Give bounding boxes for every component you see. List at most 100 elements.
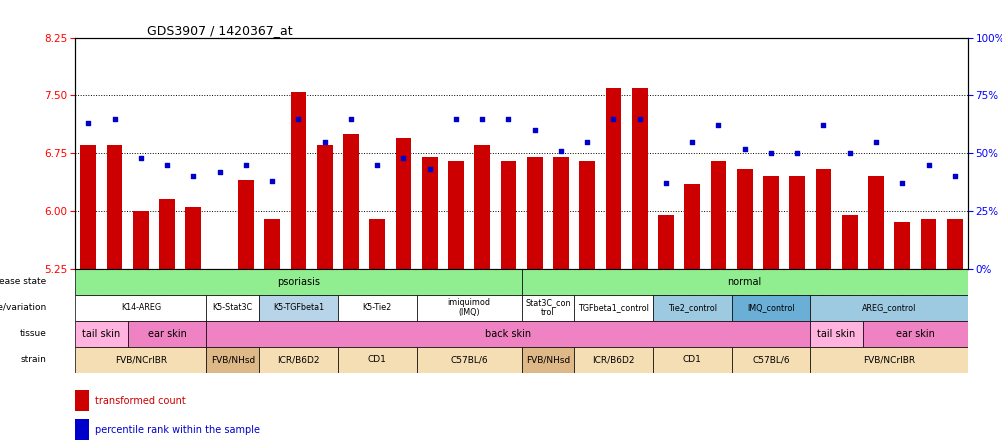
Point	[841, 150, 857, 157]
Bar	[552, 157, 568, 269]
Bar	[657, 215, 673, 269]
Point	[894, 180, 910, 187]
Point	[132, 154, 148, 161]
Bar	[683, 184, 699, 269]
Bar	[75, 321, 127, 347]
Text: ear skin: ear skin	[895, 329, 934, 339]
Bar	[264, 218, 280, 269]
Bar	[573, 295, 652, 321]
Bar	[416, 347, 521, 373]
Text: tail skin: tail skin	[817, 329, 855, 339]
Text: CD1: CD1	[682, 355, 701, 365]
Bar	[521, 295, 573, 321]
Bar	[133, 211, 148, 269]
Bar	[521, 269, 967, 295]
Bar	[75, 269, 521, 295]
Bar	[422, 157, 437, 269]
Bar	[338, 295, 416, 321]
Bar	[736, 169, 752, 269]
Point	[552, 147, 568, 155]
Bar	[80, 146, 96, 269]
Point	[395, 154, 411, 161]
Bar	[75, 295, 206, 321]
Bar	[106, 146, 122, 269]
Text: Tie2_control: Tie2_control	[667, 303, 716, 312]
Text: K5-Tie2: K5-Tie2	[362, 303, 392, 312]
Text: FVB/NHsd: FVB/NHsd	[210, 355, 255, 365]
Bar	[789, 176, 805, 269]
Point	[709, 122, 725, 129]
Text: normal: normal	[726, 277, 762, 287]
Bar	[237, 180, 254, 269]
Text: back skin: back skin	[485, 329, 531, 339]
Bar	[810, 321, 862, 347]
Bar	[573, 347, 652, 373]
Bar	[317, 146, 333, 269]
Text: disease state: disease state	[0, 277, 46, 286]
Text: C57BL/6: C57BL/6	[752, 355, 789, 365]
Bar	[652, 347, 730, 373]
Bar	[159, 199, 174, 269]
Text: K5-TGFbeta1: K5-TGFbeta1	[273, 303, 324, 312]
Bar	[631, 88, 647, 269]
Bar	[338, 347, 416, 373]
Point	[291, 115, 307, 122]
Text: genotype/variation: genotype/variation	[0, 303, 46, 312]
Bar	[369, 218, 385, 269]
Bar	[500, 161, 516, 269]
Bar	[920, 218, 936, 269]
Point	[343, 115, 359, 122]
Text: ICR/B6D2: ICR/B6D2	[277, 355, 320, 365]
Text: FVB/NCrIBR: FVB/NCrIBR	[114, 355, 166, 365]
Bar	[730, 295, 810, 321]
Bar	[810, 295, 967, 321]
Point	[369, 161, 385, 168]
Point	[526, 127, 542, 134]
Point	[631, 115, 647, 122]
Text: GDS3907 / 1420367_at: GDS3907 / 1420367_at	[146, 24, 292, 36]
Point	[237, 161, 254, 168]
Bar	[416, 295, 521, 321]
Point	[264, 177, 280, 184]
Text: strain: strain	[20, 355, 46, 365]
Text: K14-AREG: K14-AREG	[120, 303, 160, 312]
Text: imiquimod
(IMQ): imiquimod (IMQ)	[447, 298, 490, 317]
Point	[763, 150, 779, 157]
Point	[789, 150, 805, 157]
Text: AREG_control: AREG_control	[861, 303, 916, 312]
Text: TGFbeta1_control: TGFbeta1_control	[577, 303, 648, 312]
Text: FVB/NHsd: FVB/NHsd	[525, 355, 569, 365]
Bar	[206, 295, 259, 321]
Text: FVB/NCrIBR: FVB/NCrIBR	[862, 355, 914, 365]
Bar	[127, 321, 206, 347]
Bar	[259, 295, 338, 321]
Bar	[894, 222, 909, 269]
Text: percentile rank within the sample: percentile rank within the sample	[95, 425, 260, 435]
Text: Stat3C_con
trol: Stat3C_con trol	[524, 298, 570, 317]
Bar	[709, 161, 725, 269]
Point	[578, 138, 594, 145]
Bar	[841, 215, 857, 269]
Bar	[605, 88, 620, 269]
Bar	[448, 161, 463, 269]
Bar	[652, 295, 730, 321]
Text: C57BL/6: C57BL/6	[450, 355, 487, 365]
Text: psoriasis: psoriasis	[277, 277, 320, 287]
Bar	[75, 347, 206, 373]
Text: transformed count: transformed count	[95, 396, 185, 406]
Text: K5-Stat3C: K5-Stat3C	[212, 303, 253, 312]
Text: ear skin: ear skin	[147, 329, 186, 339]
Bar	[815, 169, 831, 269]
Point	[448, 115, 464, 122]
Bar	[526, 157, 542, 269]
Point	[80, 119, 96, 127]
Bar	[206, 321, 810, 347]
Text: CD1: CD1	[368, 355, 386, 365]
Point	[735, 145, 752, 152]
Point	[211, 168, 227, 175]
Bar	[810, 347, 967, 373]
Point	[815, 122, 831, 129]
Bar	[75, 419, 88, 440]
Point	[474, 115, 490, 122]
Bar	[343, 134, 359, 269]
